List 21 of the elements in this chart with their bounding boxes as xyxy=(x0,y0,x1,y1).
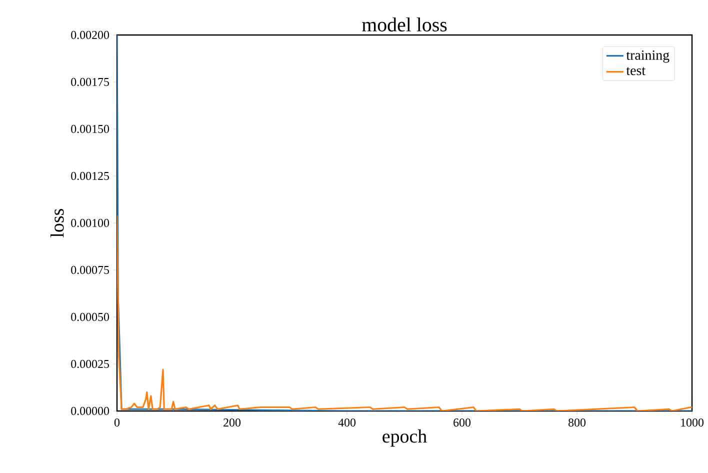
y-tick-label: 0.00150 xyxy=(71,124,110,134)
x-tick-label: 200 xyxy=(224,418,241,427)
x-tick-label: 600 xyxy=(454,418,471,427)
x-tick-label: 400 xyxy=(338,418,356,427)
legend-label: test xyxy=(626,67,646,76)
y-tick-label: 0.00200 xyxy=(71,30,110,40)
x-tick-label: 800 xyxy=(568,418,586,427)
legend-label: training xyxy=(626,50,670,63)
x-tick-label: 0 xyxy=(114,418,120,427)
y-tick-label: 0.00100 xyxy=(71,218,110,228)
y-tick-label: 0.00025 xyxy=(71,360,110,368)
y-tick-label: 0.00050 xyxy=(71,312,110,322)
y-axis-title: loss xyxy=(50,208,64,238)
y-tick-label: 0.00175 xyxy=(71,78,110,86)
line-series xyxy=(117,214,692,411)
y-tick-label: 0.00075 xyxy=(71,266,110,274)
x-tick-label: 1000 xyxy=(681,418,704,427)
y-tick-label: 0.00000 xyxy=(71,406,110,416)
chart-title: model loss xyxy=(362,17,447,32)
y-tick-label: 0.00125 xyxy=(71,172,110,180)
x-axis-title: epoch xyxy=(382,429,427,447)
